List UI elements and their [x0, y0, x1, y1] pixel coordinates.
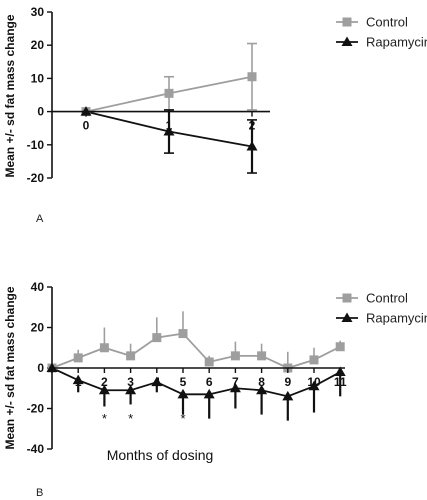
panel-b-rapamycin-point [282, 390, 294, 401]
panel-a-y-tick-label: -20 [27, 171, 45, 185]
panel-b-significance-asterisk: * [180, 411, 185, 426]
panel-a-y-tick-label: 0 [37, 105, 44, 119]
panel-b-control-point [335, 342, 345, 352]
panel-b-y-tick-label: 0 [37, 361, 44, 375]
panel-b-control-point [178, 329, 188, 339]
panel-a-x-tick-label: 2 [249, 119, 256, 133]
panel-a-label: A [36, 213, 44, 225]
panel-a-control-point [164, 88, 174, 98]
panel-b-label: B [36, 487, 43, 499]
panel-b-legend-marker-rapamycin [341, 312, 353, 322]
panel-b-y-tick-label: 40 [31, 280, 45, 294]
panel-b-control-point [152, 333, 162, 343]
panel-a-control-point [247, 72, 257, 82]
panel-b-significance-asterisk: * [102, 411, 107, 426]
panel-b-control-point [126, 351, 136, 361]
panel-b-y-tick-label: 20 [31, 321, 45, 335]
panel-b-chart: Mean +/- sd fat mass change -40-2002040 … [3, 280, 427, 499]
panel-b-control-point [99, 343, 109, 353]
panel-a-y-tick-label: 30 [31, 5, 45, 19]
panel-a-x-tick-label: 1 [166, 119, 173, 133]
panel-a-legend-label-control: Control [366, 15, 408, 30]
panel-b-y-tick-label: -40 [27, 442, 45, 456]
panel-a-y-tick-label: 20 [31, 38, 45, 52]
panel-b-control-point [204, 357, 214, 367]
panel-a-y-axis-label: Mean +/- sd fat mass change [3, 14, 17, 177]
panel-b-rapamycin-point [203, 388, 215, 399]
panel-b-x-tick-label: 1 [75, 375, 82, 389]
panel-b-control-point [257, 351, 267, 361]
panel-b-x-tick-label: 9 [284, 375, 291, 389]
panel-b-rapamycin-point [229, 382, 241, 393]
panel-a-legend-marker-control [342, 17, 352, 27]
panel-b-rapamycin-line [51, 367, 341, 398]
panel-b-control-point [73, 353, 83, 363]
panel-b-x-tick-label: 10 [307, 375, 321, 389]
panel-a-x-tick-label: 0 [83, 119, 90, 133]
panel-b-legend-marker-control [342, 293, 352, 303]
panel-b-x-tick-label: 4 [153, 375, 160, 389]
panel-b-rapamycin-point [256, 384, 268, 395]
panel-a-legend-label-rapamycin: Rapamycin [366, 35, 427, 50]
panel-b-legend-label-rapamycin: Rapamycin [366, 311, 427, 326]
panel-b-x-tick-label: 5 [180, 375, 187, 389]
panel-b-rapamycin-point [151, 376, 163, 387]
panel-b-rapamycin-point [308, 380, 320, 391]
panel-a-legend-marker-rapamycin [341, 36, 353, 46]
panel-a-rapamycin-point [246, 140, 258, 151]
panel-b-x-tick-label: 8 [258, 375, 265, 389]
panel-b-y-tick-label: -20 [27, 402, 45, 416]
panel-a-y-tick-label: 10 [31, 71, 45, 85]
panel-b-x-tick-label: 3 [127, 375, 134, 389]
panel-b-x-tick-label: 7 [232, 375, 239, 389]
panel-b-x-axis-label: Months of dosing [107, 447, 214, 463]
panel-b-rapamycin-point [125, 384, 137, 395]
panel-b-legend-label-control: Control [366, 291, 408, 306]
panel-b-control-point [230, 351, 240, 361]
panel-b-y-axis-label: Mean +/- sd fat mass change [3, 286, 17, 449]
panel-b-control-point [309, 355, 319, 365]
panel-b-significance-asterisk: * [128, 411, 133, 426]
panel-a-y-tick-label: -10 [27, 138, 45, 152]
panel-a-rapamycin-point [163, 126, 175, 136]
panel-b-x-tick-label: 6 [206, 375, 213, 389]
panel-a-chart: Mean +/- sd fat mass change -20-10010203… [3, 5, 427, 225]
panel-b-rapamycin-point [98, 384, 110, 395]
panel-b-control-line [51, 332, 341, 369]
panel-b-x-tick-label: 11 [334, 375, 347, 389]
panel-b-rapamycin-point [72, 374, 84, 385]
panel-b-rapamycin-point [177, 388, 189, 399]
panel-b-x-tick-label: 2 [101, 375, 108, 389]
